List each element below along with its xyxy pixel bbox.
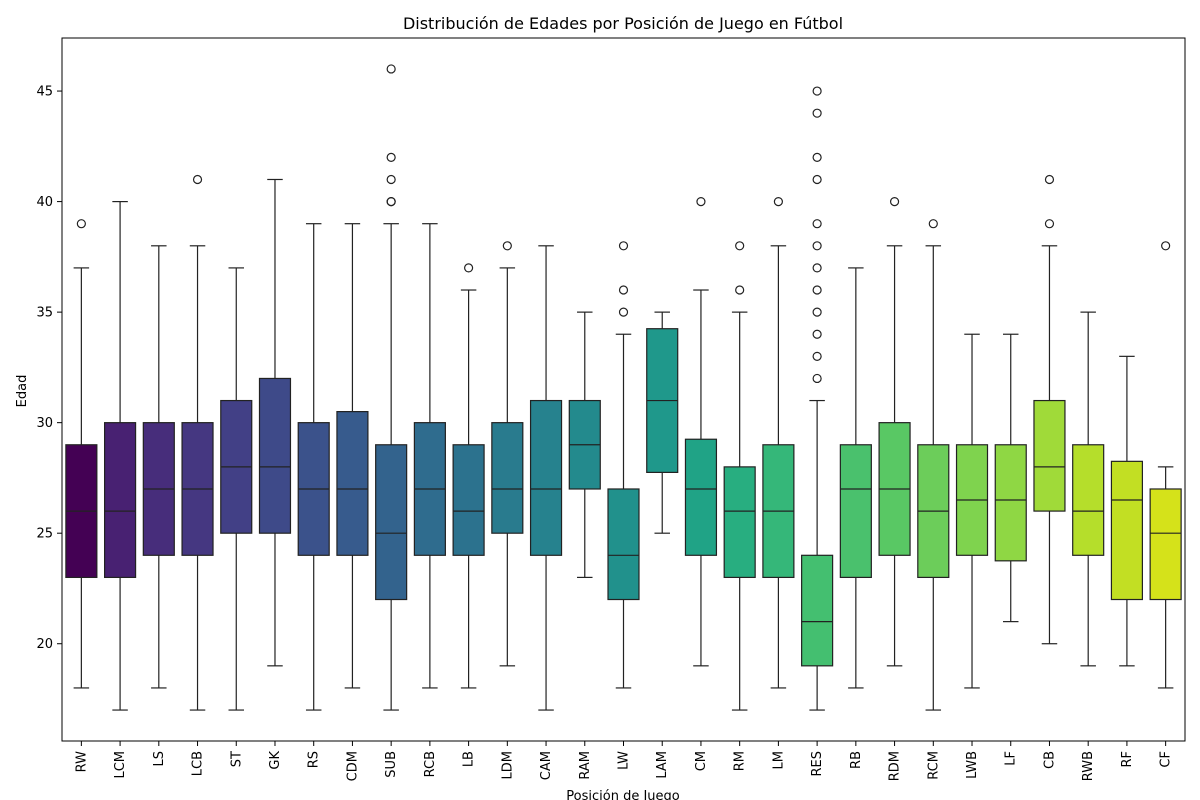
box-RF <box>1110 460 1144 601</box>
y-tick-label: 20 <box>36 637 53 652</box>
x-tick-label: RF <box>1120 751 1135 768</box>
box-RES <box>801 554 834 667</box>
x-tick-label: LF <box>1004 751 1019 766</box>
box-CF <box>1149 488 1182 601</box>
x-tick-label: GK <box>268 751 283 770</box>
outlier-point <box>1044 174 1055 185</box>
outlier-point <box>812 86 822 96</box>
outlier-point <box>928 219 938 229</box>
x-tick-label: CAM <box>539 751 554 780</box>
outlier-point <box>386 64 396 74</box>
x-tick-label: RCB <box>423 751 438 777</box>
outlier-point <box>735 241 745 251</box>
outlier-point <box>735 285 745 295</box>
box-LCM <box>103 422 137 579</box>
x-tick-label: RB <box>849 751 864 769</box>
x-tick-label: LAM <box>655 751 670 779</box>
outlier-point <box>618 241 629 251</box>
x-tick-label: RM <box>733 751 748 771</box>
outlier-point <box>773 196 783 207</box>
box-LDM <box>491 422 524 534</box>
outlier-point <box>812 152 822 162</box>
x-tick-label: RES <box>810 751 825 777</box>
x-tick-label: LM <box>771 751 786 769</box>
box-LF <box>994 444 1027 562</box>
outlier-point <box>502 241 512 251</box>
outlier-point <box>696 196 706 207</box>
y-tick-label: 30 <box>36 416 53 431</box>
box-CB <box>1033 399 1066 512</box>
x-tick-label: RCM <box>926 751 941 780</box>
outlier-point <box>1161 241 1171 251</box>
box-RM <box>723 466 756 579</box>
y-tick-label: 35 <box>36 306 53 321</box>
outlier-point <box>812 373 822 384</box>
plot-area: 20 25 30 35 40 45 RW LCM LS LCB ST GK RS CDM SUB RCB LB L… <box>36 37 1186 781</box>
x-tick-label: RS <box>307 751 322 768</box>
outlier-point <box>618 285 629 295</box>
box-SUB <box>375 444 408 601</box>
y-tick-label: 40 <box>36 195 53 210</box>
y-tick-label: 45 <box>36 85 53 100</box>
x-tick-label: CB <box>1042 751 1057 769</box>
x-tick-label: LS <box>152 751 167 767</box>
box-CAM <box>529 399 563 556</box>
x-tick-label: CF <box>1159 751 1174 768</box>
outlier-point <box>76 219 86 229</box>
x-tick-label: CDM <box>345 751 360 781</box>
x-tick-label: CM <box>694 751 709 771</box>
y-tick-label: 25 <box>36 527 53 542</box>
box-CM <box>684 438 718 556</box>
outlier-point <box>192 174 203 185</box>
outlier-point <box>812 263 822 273</box>
outlier-point <box>812 219 822 229</box>
x-tick-label: SUB <box>384 751 399 778</box>
chart-title: Distribución de Edades por Posición de J… <box>403 14 843 33</box>
box-LW <box>607 488 640 601</box>
outlier-point <box>386 174 396 185</box>
outlier-point <box>812 285 822 295</box>
box-RB <box>839 444 872 579</box>
x-tick-label: RW <box>74 751 89 773</box>
x-axis-label: Posición de Juego <box>566 789 680 800</box>
x-tick-label: RWB <box>1081 751 1096 781</box>
box-RWB <box>1072 444 1105 556</box>
x-tick-label: RDM <box>888 751 903 781</box>
outlier-point <box>812 329 822 339</box>
box-LB <box>452 444 485 556</box>
x-tick-label: LB <box>462 751 477 767</box>
box-CDM <box>336 411 369 556</box>
x-tick-label: LDM <box>500 751 515 779</box>
outlier-point <box>386 196 396 207</box>
outlier-point <box>812 174 822 185</box>
outlier-point <box>812 241 822 251</box>
outlier-point <box>889 196 900 207</box>
x-tick-label: LW <box>617 751 632 770</box>
outlier-point <box>386 152 396 162</box>
box-GK <box>258 377 292 534</box>
outlier-point <box>1044 219 1055 229</box>
x-tick-label: LWB <box>965 751 980 779</box>
outlier-point <box>464 263 474 273</box>
y-axis-label: Edad <box>15 375 30 408</box>
outlier-point <box>618 307 629 317</box>
x-tick-label: RAM <box>578 751 593 780</box>
outlier-point <box>812 108 822 118</box>
x-tick-label: LCM <box>113 751 128 779</box>
outlier-point <box>812 307 822 317</box>
x-tick-label: ST <box>229 751 244 767</box>
outlier-point <box>812 351 822 361</box>
x-tick-label: LCB <box>191 751 206 776</box>
